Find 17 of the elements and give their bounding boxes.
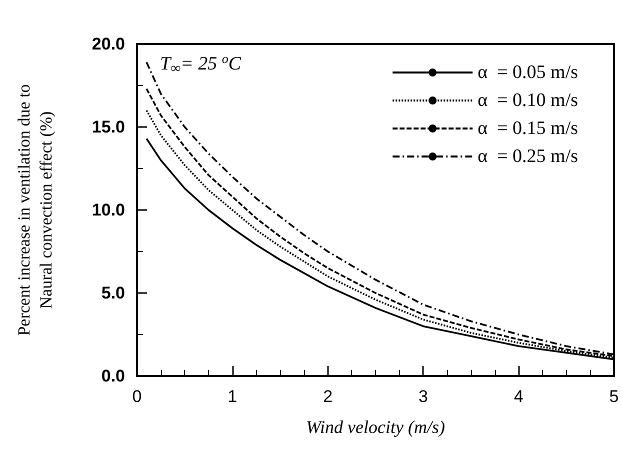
y-axis-title: Percent increase in ventilation due to Naural convection effect (%) [14, 84, 56, 336]
x-tick-label: 2 [323, 387, 333, 406]
x-tick-label: 3 [418, 387, 428, 406]
y-tick-label: 0.0 [101, 366, 125, 386]
y-tick-label: 5.0 [101, 284, 125, 302]
legend-label: α = 0.25 m/s [478, 146, 578, 167]
legend-label: α = 0.10 m/s [478, 90, 578, 111]
legend-label: α = 0.15 m/s [478, 118, 578, 139]
x-axis-title: Wind velocity (m/s) [306, 417, 445, 437]
x-tick-label: 0 [132, 387, 142, 406]
y-tick-label: 20.0 [92, 34, 125, 54]
y-tick-label: 15.0 [92, 118, 125, 136]
x-tick-label: 4 [514, 387, 524, 406]
x-tick-label: 1 [228, 387, 238, 406]
y-tick-label: 10.0 [92, 200, 125, 220]
legend-label: α = 0.05 m/s [478, 62, 578, 83]
x-tick-label: 5 [609, 387, 619, 406]
